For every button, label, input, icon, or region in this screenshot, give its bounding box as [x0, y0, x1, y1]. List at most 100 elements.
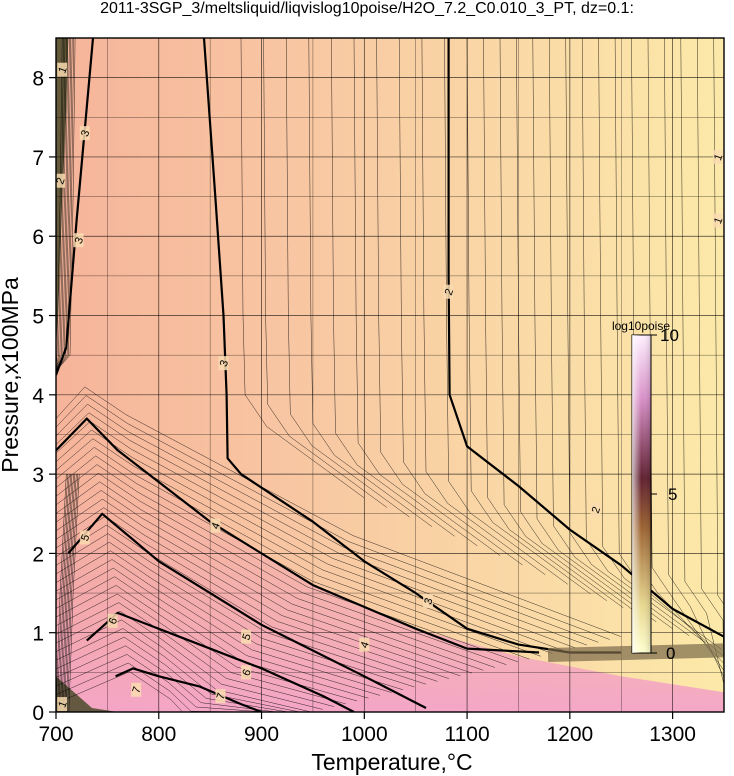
contour-label-bg	[241, 665, 252, 680]
y-tick-label: 7	[32, 147, 44, 170]
minor-contour-line	[56, 567, 381, 696]
x-tick-label: 700	[38, 723, 73, 746]
contour-label-bg	[107, 613, 118, 628]
major-contours	[56, 38, 724, 712]
contour-label-bg	[56, 173, 66, 188]
minor-contour-line	[466, 38, 591, 595]
contour-label: 7	[130, 685, 143, 695]
contour-label-bg	[210, 518, 221, 533]
major-contour-4	[56, 417, 540, 654]
minor-contour-line	[56, 412, 587, 646]
contour-label-bg	[131, 682, 142, 697]
y-tick-label: 1	[32, 623, 44, 646]
minor-contour-line	[56, 507, 461, 677]
contour-label: 4	[359, 640, 372, 650]
minor-contour-line	[56, 386, 622, 637]
x-tick-label: 1100	[444, 723, 489, 746]
minor-contour-line	[56, 636, 289, 712]
x-tick-label: 800	[141, 723, 176, 746]
minor-contour-line	[56, 585, 358, 702]
contour-label: 7	[215, 692, 228, 702]
minor-contour-line	[56, 610, 323, 710]
minor-contour-line	[56, 421, 576, 649]
contour-label: 3	[79, 129, 92, 139]
plot-area: 2 2 3 3 3 3 4 4 5 5 6 6 7 7 1 1 1 2 1	[55, 37, 725, 713]
x-tick-label: 1200	[546, 723, 593, 746]
minor-contour-line	[532, 38, 657, 623]
y-tick-label: 3	[32, 464, 44, 487]
minor-contour-line	[56, 395, 610, 640]
minor-contour-line	[56, 481, 495, 668]
colorbar-title: log10poise	[612, 319, 670, 333]
contour-label: 1	[712, 216, 725, 226]
minor-contour-line	[598, 38, 723, 650]
contour-label-bg	[215, 689, 226, 704]
contour-label: 6	[240, 668, 253, 678]
minor-contour-line	[549, 38, 673, 629]
minor-contour-line	[421, 38, 546, 575]
contour-label-bg	[57, 697, 68, 712]
contour-label: 5	[240, 632, 253, 642]
minor-contour-line	[376, 38, 501, 556]
cold-edge-dark-region	[56, 38, 118, 712]
y-axis-label: Pressure,x100MPa	[0, 277, 23, 473]
contour-label-bg	[590, 502, 601, 517]
colorbar-shading	[632, 335, 651, 653]
x-axis-label: Temperature,°C	[311, 749, 472, 775]
minor-contour-line	[398, 38, 523, 566]
major-contour-5	[67, 512, 427, 709]
minor-contour-line	[56, 671, 243, 712]
x-tick-label: 900	[244, 723, 279, 746]
minor-contour-line	[56, 446, 541, 657]
minor-contour-line	[331, 38, 455, 537]
contour-label-bg	[423, 593, 434, 608]
contour-label-bg	[712, 213, 723, 228]
x-tick-label: 1000	[341, 723, 388, 746]
contour-label: 5	[79, 533, 92, 543]
contour-label: 6	[107, 616, 120, 626]
minor-contour-line	[353, 38, 478, 547]
y-tick-label: 6	[32, 226, 44, 249]
contour-label-bg	[79, 126, 90, 141]
low-pressure-pink-region	[56, 418, 724, 712]
minor-contour-line	[56, 403, 599, 643]
contour-label: 1	[712, 152, 725, 162]
contour-label-bg	[712, 149, 723, 164]
colorbar-tick-label-5: 5	[668, 485, 677, 504]
minor-contour-line	[56, 498, 472, 674]
minor-contour-line	[56, 455, 530, 660]
minor-contour-line	[263, 38, 388, 508]
minor-contour-line	[56, 628, 300, 712]
contour-label-bg	[73, 233, 84, 248]
minor-contour-line	[56, 490, 484, 671]
colorbar: log10poise 10 5 0	[612, 319, 679, 663]
contour-label-bg	[359, 637, 370, 652]
minor-contour-line	[56, 472, 507, 665]
contour-label: 3	[422, 596, 435, 606]
contour-label-bg	[241, 629, 252, 644]
minor-contour-line	[56, 559, 392, 693]
contour-label-bg	[79, 530, 90, 545]
minor-contour-line	[56, 533, 427, 685]
y-axis: 0 1 2 3 4 5 6 7 8	[32, 68, 56, 725]
minor-contour-line	[664, 38, 724, 678]
y-tick-label: 5	[32, 306, 44, 329]
contour-label-bg	[443, 284, 454, 299]
major-contour-7	[115, 667, 262, 712]
y-tick-label: 8	[32, 68, 44, 91]
minor-contour-line	[444, 38, 568, 585]
colorbar-tick-label-0: 0	[666, 644, 675, 663]
y-tick-label: 4	[32, 385, 44, 408]
contour-label: 1	[56, 65, 69, 75]
minor-contour-line	[680, 38, 724, 685]
contour-label: 3	[218, 359, 231, 369]
colorbar-tick-label-10: 10	[660, 326, 679, 345]
plot-frame	[55, 37, 725, 713]
y-tick-label: 0	[32, 702, 44, 725]
minor-contour-line	[56, 550, 404, 691]
minor-contour-line	[499, 38, 624, 609]
contour-label: 4	[210, 521, 223, 531]
chart-title: 2011-3SGP_3/meltsliquid/liqvislog10poise…	[100, 0, 634, 17]
minor-contour-line	[516, 38, 640, 616]
